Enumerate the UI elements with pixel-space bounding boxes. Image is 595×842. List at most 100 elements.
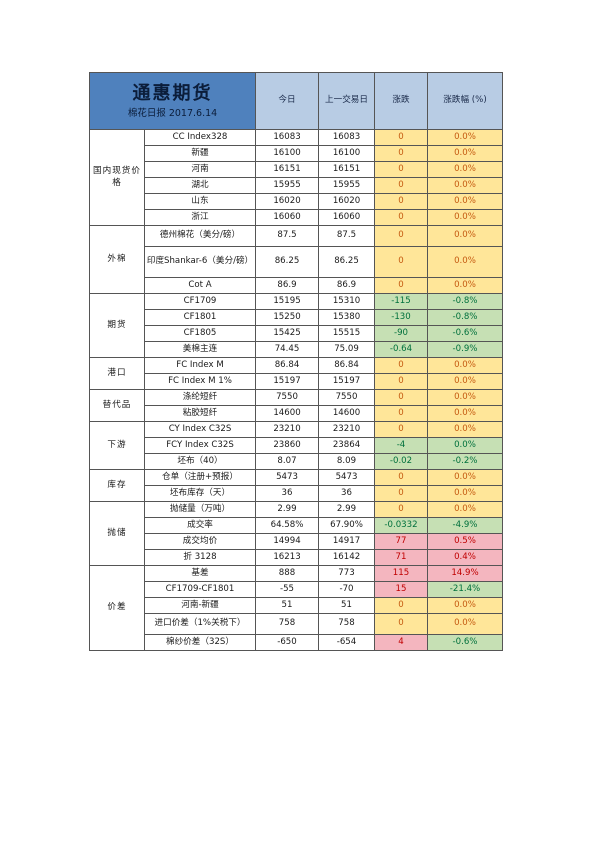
item-name-cell: 涤纶短纤 — [144, 389, 256, 406]
prev-value-cell: 16151 — [318, 161, 375, 178]
prev-value-cell: 14917 — [318, 533, 375, 550]
today-value-cell: 23860 — [255, 437, 319, 454]
category-cell: 国内现货价格 — [89, 129, 145, 226]
item-name-cell: CF1805 — [144, 325, 256, 342]
today-value-cell: 74.45 — [255, 341, 319, 358]
prev-value-cell: 14600 — [318, 405, 375, 422]
today-value-cell: 15197 — [255, 373, 319, 390]
table-row: FC Index M 1% 15197 15197 0 0.0% — [90, 373, 503, 390]
today-value-cell: 23210 — [255, 421, 319, 438]
today-value-cell: 7550 — [255, 389, 319, 406]
category-cell: 期货 — [89, 293, 145, 358]
pct-change-cell: 0.0% — [427, 193, 503, 210]
prev-value-cell: -70 — [318, 581, 375, 598]
prev-value-cell: 15515 — [318, 325, 375, 342]
today-value-cell: -650 — [255, 634, 319, 651]
item-name-cell: 成交均价 — [144, 533, 256, 550]
report-title-block: 通惠期货 棉花日报 2017.6.14 — [89, 72, 256, 130]
today-value-cell: 15250 — [255, 309, 319, 326]
today-value-cell: 888 — [255, 565, 319, 582]
prev-value-cell: 16020 — [318, 193, 375, 210]
item-name-cell: 成交率 — [144, 517, 256, 534]
change-cell: 4 — [374, 634, 428, 651]
prev-value-cell: 15310 — [318, 293, 375, 310]
prev-value-cell: 16142 — [318, 549, 375, 566]
item-name-cell: 折 3128 — [144, 549, 256, 566]
col-header-today: 今日 — [255, 72, 319, 130]
table-row: CF1709-CF1801 -55 -70 15 -21.4% — [90, 581, 503, 598]
change-cell: 0 — [374, 389, 428, 406]
today-value-cell: 16213 — [255, 549, 319, 566]
change-cell: 0 — [374, 613, 428, 635]
change-cell: 0 — [374, 145, 428, 162]
pct-change-cell: -0.6% — [427, 325, 503, 342]
table-row: 成交率 64.58% 67.90% -0.0332 -4.9% — [90, 517, 503, 534]
today-value-cell: 758 — [255, 613, 319, 635]
table-row: FCY Index C32S 23860 23864 -4 0.0% — [90, 437, 503, 454]
today-value-cell: 15195 — [255, 293, 319, 310]
today-value-cell: -55 — [255, 581, 319, 598]
today-value-cell: 16100 — [255, 145, 319, 162]
item-name-cell: CF1709-CF1801 — [144, 581, 256, 598]
item-name-cell: 山东 — [144, 193, 256, 210]
item-name-cell: 棉纱价差（32S） — [144, 634, 256, 651]
prev-value-cell: 51 — [318, 597, 375, 614]
pct-change-cell: 0.0% — [427, 209, 503, 226]
prev-value-cell: 67.90% — [318, 517, 375, 534]
today-value-cell: 86.84 — [255, 357, 319, 374]
category-cell: 库存 — [89, 469, 145, 502]
change-cell: 0 — [374, 405, 428, 422]
prev-value-cell: 7550 — [318, 389, 375, 406]
table-row: CF1805 15425 15515 -90 -0.6% — [90, 325, 503, 342]
pct-change-cell: 0.0% — [427, 421, 503, 438]
change-cell: -130 — [374, 309, 428, 326]
category-cell: 价差 — [89, 565, 145, 651]
today-value-cell: 16083 — [255, 129, 319, 146]
change-cell: 0 — [374, 277, 428, 294]
prev-value-cell: 16060 — [318, 209, 375, 226]
item-name-cell: 抛储量（万吨） — [144, 501, 256, 518]
change-cell: 77 — [374, 533, 428, 550]
change-cell: 0 — [374, 469, 428, 486]
category-cell: 下游 — [89, 421, 145, 470]
change-cell: 71 — [374, 549, 428, 566]
prev-value-cell: 16083 — [318, 129, 375, 146]
item-name-cell: FC Index M — [144, 357, 256, 374]
pct-change-cell: 0.4% — [427, 549, 503, 566]
pct-change-cell: 0.0% — [427, 613, 503, 635]
prev-value-cell: 758 — [318, 613, 375, 635]
today-value-cell: 14600 — [255, 405, 319, 422]
prev-value-cell: 86.84 — [318, 357, 375, 374]
prev-value-cell: 15380 — [318, 309, 375, 326]
change-cell: 0 — [374, 209, 428, 226]
item-name-cell: 仓单（注册+预报） — [144, 469, 256, 486]
pct-change-cell: -0.6% — [427, 634, 503, 651]
table-row: CF1801 15250 15380 -130 -0.8% — [90, 309, 503, 326]
item-name-cell: FCY Index C32S — [144, 437, 256, 454]
today-value-cell: 86.25 — [255, 246, 319, 278]
prev-value-cell: 75.09 — [318, 341, 375, 358]
prev-value-cell: 36 — [318, 485, 375, 502]
item-name-cell: 湖北 — [144, 177, 256, 194]
prev-value-cell: 15955 — [318, 177, 375, 194]
today-value-cell: 14994 — [255, 533, 319, 550]
col-header-change: 涨跌 — [374, 72, 428, 130]
table-row: 价差 基差 888 773 115 14.9% — [89, 565, 503, 651]
item-name-cell: 河南 — [144, 161, 256, 178]
pct-change-cell: 0.0% — [427, 405, 503, 422]
table-row: 库存 仓单（注册+预报） 5473 5473 0 0.0% — [89, 469, 503, 502]
today-value-cell: 15955 — [255, 177, 319, 194]
prev-value-cell: 87.5 — [318, 225, 375, 247]
pct-change-cell: 0.0% — [427, 129, 503, 146]
pct-change-cell: 0.0% — [427, 145, 503, 162]
item-name-cell: 粘胶短纤 — [144, 405, 256, 422]
table-row: 粘胶短纤 14600 14600 0 0.0% — [90, 405, 503, 422]
category-cell: 外棉 — [89, 225, 145, 294]
table-row: 替代品 涤纶短纤 7550 7550 0 0.0% — [89, 389, 503, 422]
table-row: Cot A 86.9 86.9 0 0.0% — [90, 277, 503, 294]
cotton-daily-report-table: 通惠期货 棉花日报 2017.6.14 今日 上一交易日 涨跌 涨跌幅 (%) … — [89, 72, 503, 651]
header-row: 通惠期货 棉花日报 2017.6.14 今日 上一交易日 涨跌 涨跌幅 (%) — [89, 72, 503, 130]
change-cell: -90 — [374, 325, 428, 342]
table-row: 美棉主连 74.45 75.09 -0.64 -0.9% — [90, 341, 503, 358]
item-name-cell: CF1801 — [144, 309, 256, 326]
